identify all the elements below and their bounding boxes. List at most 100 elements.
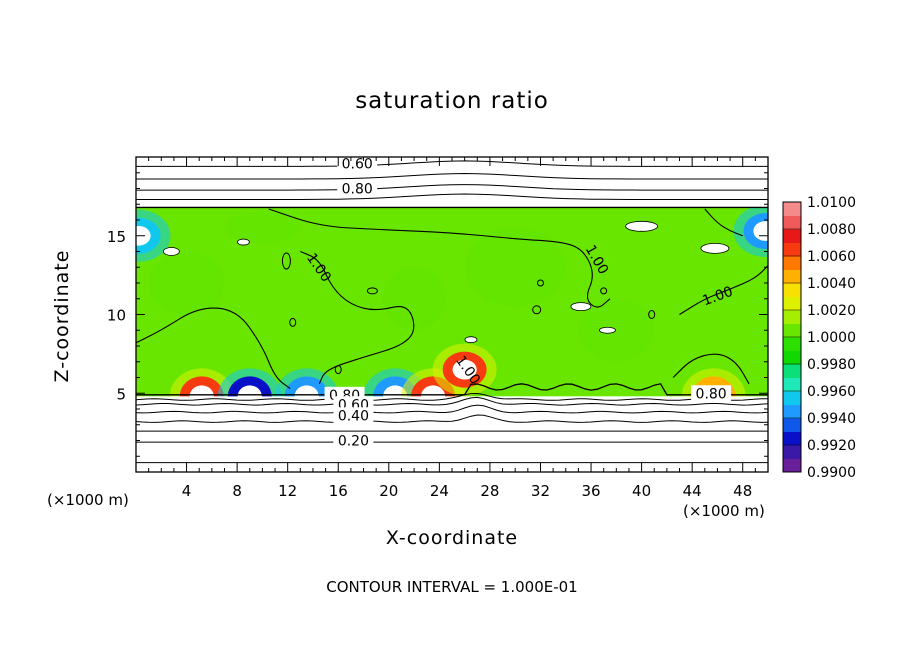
- x-tick-label: 12: [278, 482, 297, 500]
- contour-label: 0.80: [691, 385, 732, 402]
- clear-air-patch: [162, 247, 180, 256]
- contour-closed: [536, 279, 544, 287]
- clear-air-patch: [570, 302, 592, 312]
- clear-air-patch: [700, 242, 730, 254]
- colorbar-label: 1.0060: [807, 249, 856, 265]
- colorbar-segment: [783, 445, 801, 459]
- field-patch: [148, 251, 225, 315]
- contour-line: [136, 404, 768, 414]
- contour-line: [268, 208, 611, 308]
- contour-line: [136, 172, 768, 180]
- field-patch: [224, 212, 301, 244]
- contour-line: [136, 307, 291, 389]
- cloud-base-contour: [136, 383, 768, 396]
- colorbar-label: 0.9960: [807, 384, 856, 400]
- contour-line: [672, 353, 750, 385]
- chart-title: saturation ratio: [355, 88, 549, 114]
- colorbar-label: 1.0100: [807, 195, 856, 211]
- contour-label-text: 0.60: [342, 156, 373, 172]
- y-tick-label: 5: [116, 385, 126, 403]
- hotspot-core: [452, 359, 477, 380]
- x-tick-label: 28: [480, 482, 499, 500]
- contour-label-text: 0.80: [696, 386, 727, 402]
- colorbar-segment: [783, 283, 801, 297]
- field-patch: [578, 298, 655, 362]
- contour-closed: [334, 365, 342, 375]
- plot-area: 0.600.800.800.600.400.200.801.00 1.001.00…: [136, 156, 768, 472]
- colorbar-segment: [783, 323, 801, 338]
- colorbar-label: 0.9920: [807, 438, 856, 454]
- x-tick-label: 48: [733, 482, 752, 500]
- colorbar-segment: [783, 310, 801, 324]
- contour-label: 0.80: [337, 180, 378, 198]
- clear-air-patch: [237, 238, 250, 246]
- contour-label: 0.40: [333, 407, 374, 424]
- x-tick-label: 24: [430, 482, 449, 500]
- colorbar-segment: [783, 391, 801, 405]
- colorbar-label: 0.9900: [807, 465, 856, 481]
- contour-line: [704, 208, 743, 237]
- x-tick-label: 44: [683, 482, 702, 500]
- colorbar-segment: [783, 229, 801, 243]
- colorbar-segment: [783, 337, 801, 351]
- lower-stable-region: [136, 396, 768, 472]
- colorbar-label: 1.0080: [807, 222, 856, 238]
- contour-closed: [281, 252, 291, 270]
- clear-air-patch: [464, 336, 478, 344]
- colorbar-segment: [783, 215, 801, 230]
- colorbar-segment: [783, 418, 801, 432]
- clear-air-patch: [625, 220, 658, 232]
- colorbar-segment: [783, 404, 801, 419]
- contour-line: [136, 392, 768, 401]
- x-tick-label: 36: [581, 482, 600, 500]
- colorbar-label: 1.0040: [807, 276, 856, 292]
- colorbar-label: 1.0000: [807, 330, 856, 346]
- x-tick-label: 20: [379, 482, 398, 500]
- contour-interval-note: CONTOUR INTERVAL = 1.000E-01: [326, 578, 578, 596]
- contour-label-text: 0.80: [342, 182, 373, 198]
- colorbar-label: 1.0020: [807, 303, 856, 319]
- contour-line: [679, 265, 768, 315]
- contour-line: [300, 250, 415, 385]
- contour-closed: [648, 310, 656, 319]
- x-unit-label-right: (×1000 m): [683, 502, 765, 520]
- contour-closed: [600, 287, 608, 295]
- colorbar-segment: [783, 202, 801, 216]
- contour-line: [136, 396, 768, 406]
- field-patch: [382, 267, 446, 331]
- colorbar-segment: [783, 364, 801, 378]
- colorbar-label: 0.9940: [807, 411, 856, 427]
- colorbar-segment: [783, 431, 801, 446]
- colorbar-label: 0.9980: [807, 357, 856, 373]
- colorbar-segment: [783, 256, 801, 270]
- y-tick-label: 15: [107, 228, 126, 246]
- contour-label-text: 0.40: [338, 408, 369, 424]
- contour-label: 0.60: [337, 156, 378, 172]
- contour-closed: [289, 317, 297, 327]
- colorbar-segment: [783, 350, 801, 365]
- contour-closed: [532, 305, 542, 315]
- x-tick-label: 8: [232, 482, 242, 500]
- y-tick-label: 10: [107, 307, 126, 325]
- x-tick-label: 40: [632, 482, 651, 500]
- field-patch: [464, 227, 566, 307]
- contour-label: 0.20: [333, 432, 374, 450]
- colorbar-segment: [783, 269, 801, 284]
- contour-closed: [366, 287, 378, 295]
- x-axis-label: X-coordinate: [385, 527, 519, 549]
- x-tick-label: 4: [182, 482, 192, 500]
- contour-line: [136, 414, 768, 423]
- contour-line: [136, 184, 768, 191]
- x-tick-label: 16: [329, 482, 348, 500]
- contour-label-text: 0.20: [338, 434, 369, 450]
- colorbar-segment: [783, 377, 801, 392]
- hotspot-core: [753, 221, 768, 241]
- colorbar-segment: [783, 458, 801, 473]
- colorbar-segment: [783, 296, 801, 311]
- x-unit-label-left: (×1000 m): [47, 491, 129, 509]
- colorbar-segment: [783, 242, 801, 257]
- clear-air-patch: [599, 326, 616, 334]
- contour-line: [136, 160, 768, 167]
- x-tick-label: 32: [531, 482, 550, 500]
